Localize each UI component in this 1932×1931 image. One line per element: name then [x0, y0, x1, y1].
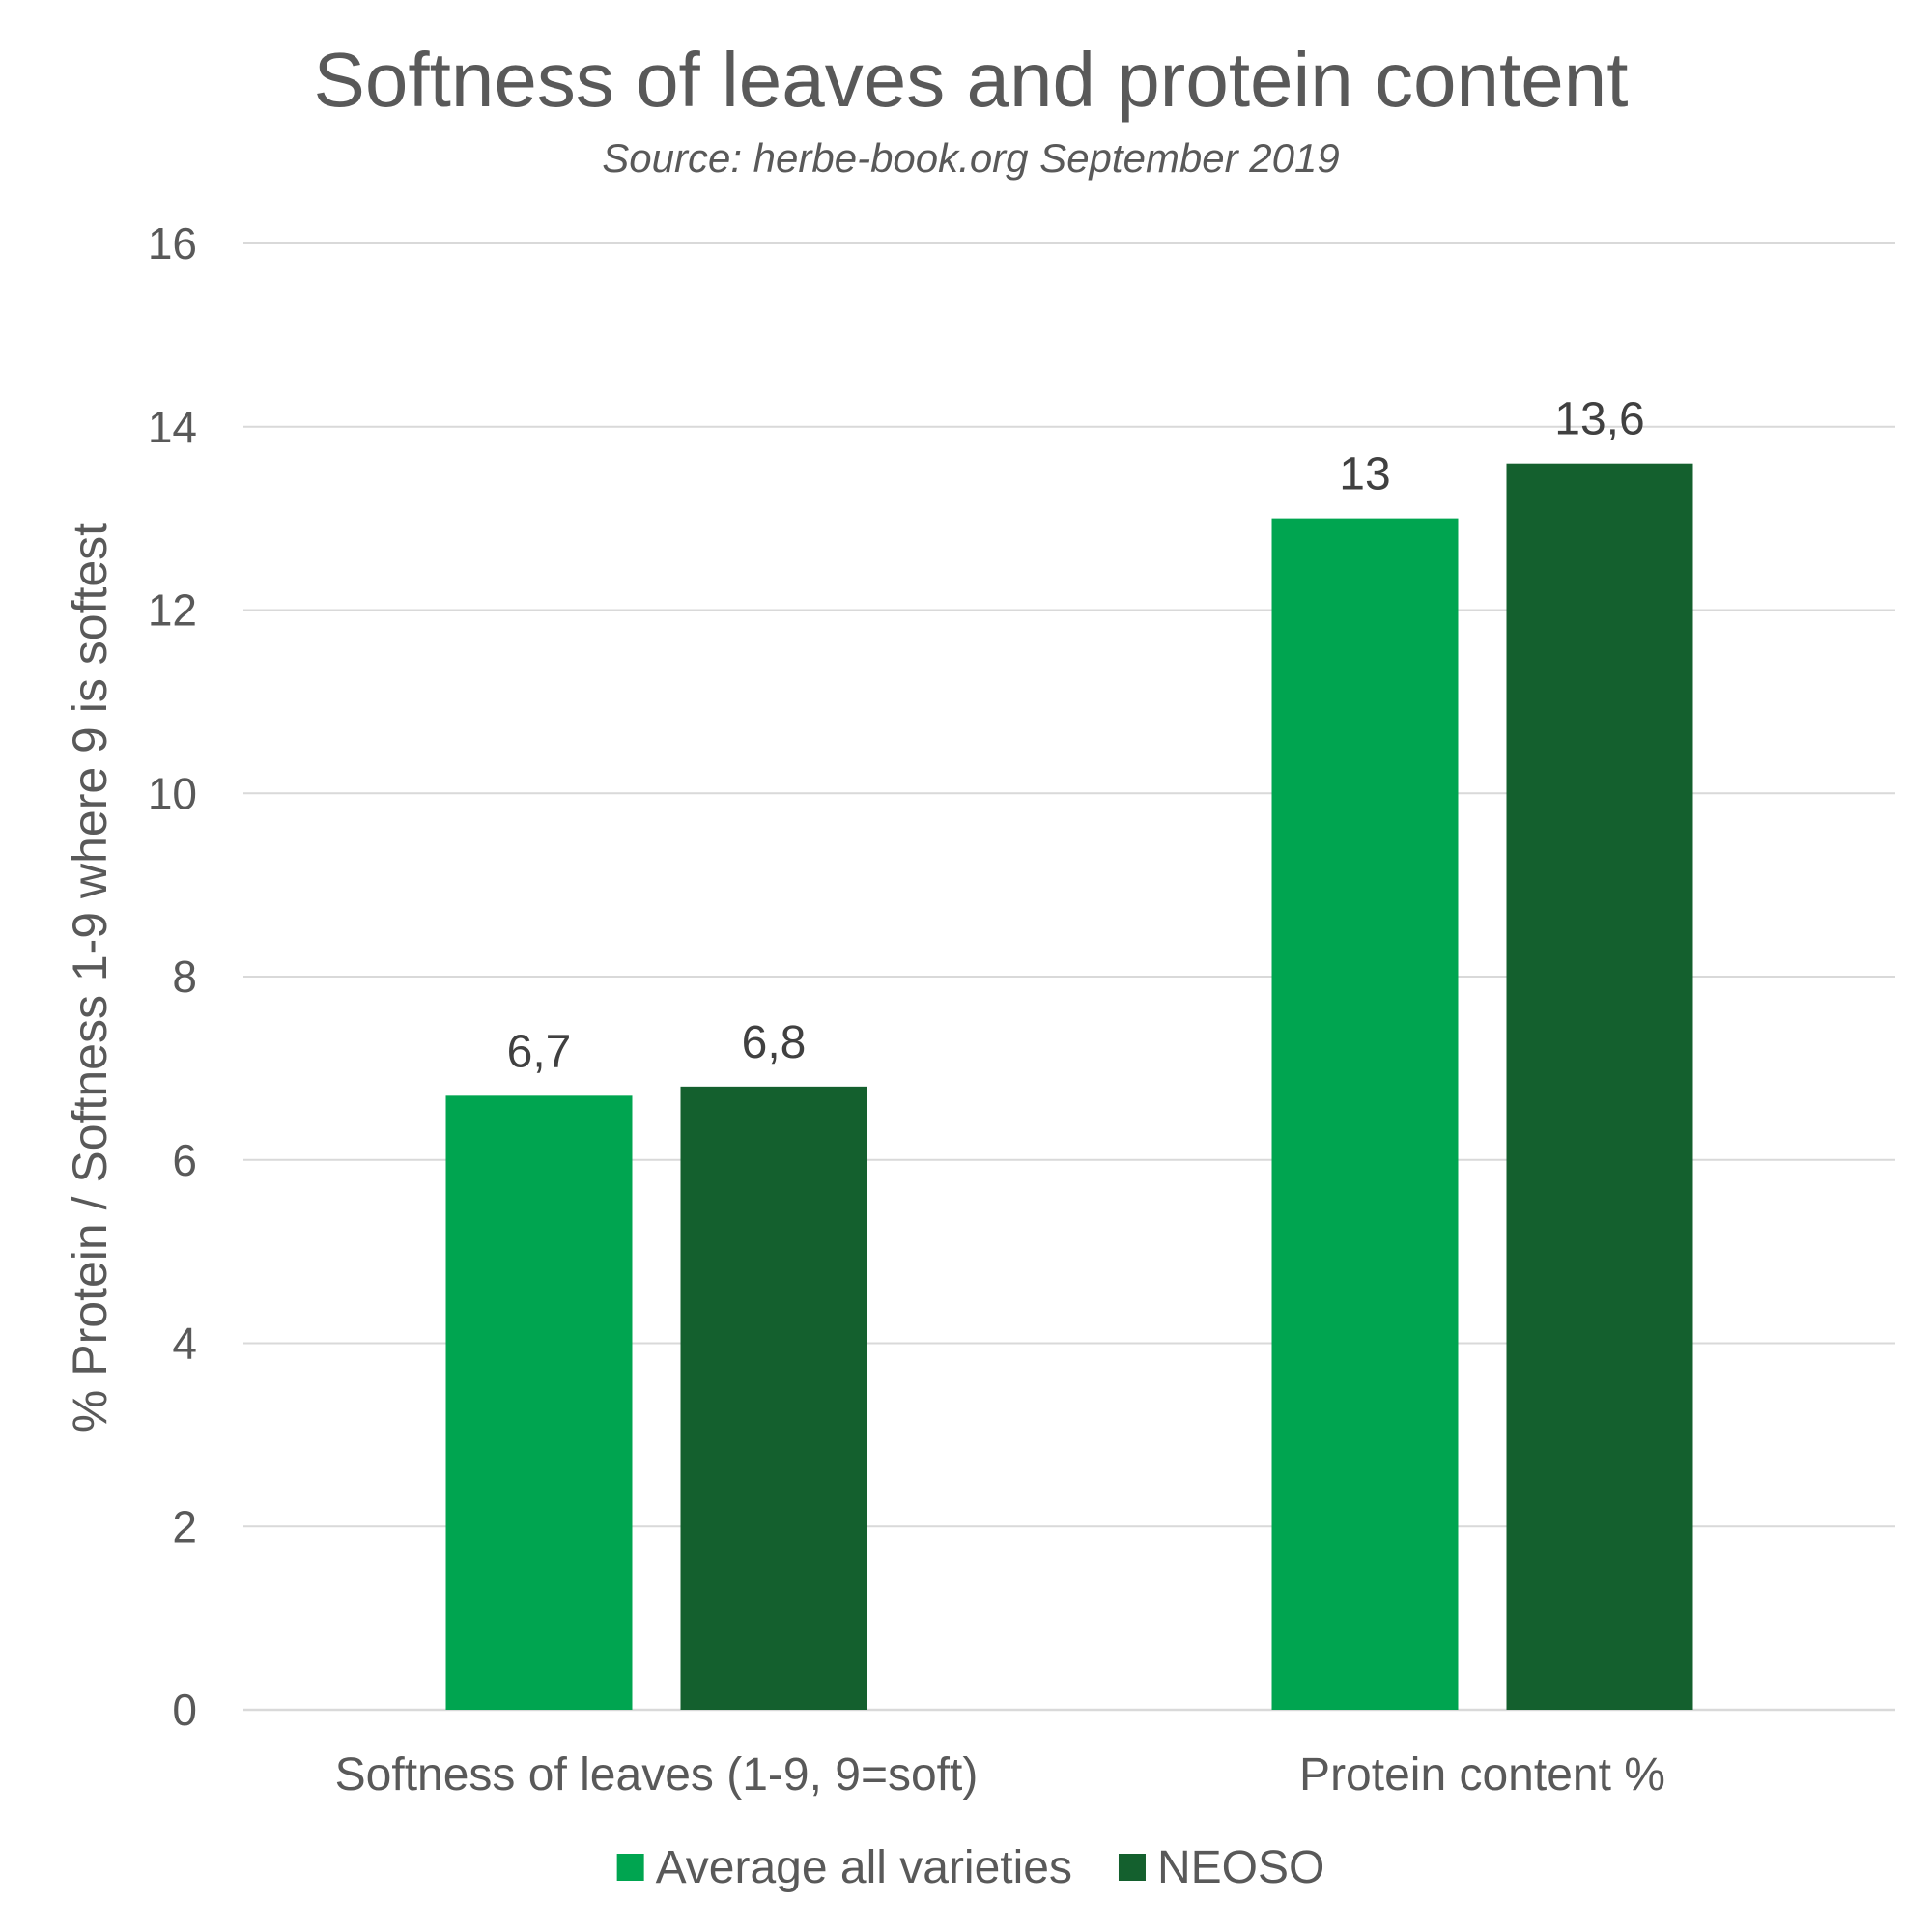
- y-tick-label: 16: [148, 218, 197, 269]
- data-labels: 6,7 6,8 13 13,6: [507, 394, 1645, 1078]
- data-label: 6,8: [742, 1017, 807, 1068]
- legend-label: Average all varieties: [656, 1842, 1072, 1893]
- chart-subtitle: Source: herbe-book.org September 2019: [602, 135, 1340, 181]
- legend-item: NEOSO: [1118, 1842, 1324, 1893]
- data-label: 13: [1339, 449, 1390, 500]
- y-tick-label: 2: [172, 1501, 197, 1551]
- y-tick-label: 12: [148, 585, 197, 636]
- legend-item: Average all varieties: [616, 1842, 1072, 1893]
- y-tick-label: 6: [172, 1135, 197, 1185]
- y-tick-label: 4: [172, 1319, 197, 1369]
- y-tick-label: 8: [172, 951, 197, 1002]
- data-label: 13,6: [1554, 394, 1644, 445]
- x-category-label: Protein content %: [1299, 1749, 1665, 1801]
- y-axis-title: % Protein / Softness 1-9 where 9 is soft…: [63, 523, 117, 1433]
- legend-label: NEOSO: [1157, 1842, 1324, 1893]
- y-tick-label: 0: [172, 1685, 197, 1735]
- legend-swatch: [616, 1854, 644, 1881]
- bar: [1271, 518, 1459, 1710]
- x-axis-categories: Softness of leaves (1-9, 9=soft) Protein …: [335, 1749, 1665, 1801]
- y-axis-ticks: 0 2 4 6 8 10 12 14 16: [148, 218, 197, 1735]
- data-label: 6,7: [507, 1026, 572, 1077]
- bar: [1506, 463, 1693, 1711]
- chart-title: Softness of leaves and protein content: [314, 37, 1629, 123]
- bars: [445, 463, 1693, 1711]
- legend: Average all varieties NEOSO: [616, 1842, 1324, 1893]
- y-tick-label: 10: [148, 768, 197, 818]
- x-category-label: Softness of leaves (1-9, 9=soft): [335, 1749, 979, 1801]
- y-tick-label: 14: [148, 402, 197, 452]
- bar: [680, 1086, 867, 1710]
- bar: [445, 1095, 633, 1710]
- legend-swatch: [1118, 1854, 1146, 1881]
